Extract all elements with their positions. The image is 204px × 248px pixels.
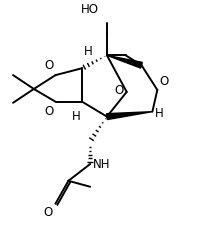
Text: H: H	[72, 110, 80, 123]
Text: O: O	[43, 206, 53, 218]
Text: H: H	[155, 107, 164, 120]
Polygon shape	[107, 55, 142, 68]
Text: NH: NH	[93, 157, 111, 171]
Text: O: O	[159, 75, 169, 88]
Polygon shape	[107, 112, 152, 120]
Text: O: O	[114, 84, 124, 97]
Text: O: O	[44, 59, 54, 72]
Text: O: O	[44, 105, 54, 118]
Text: H: H	[84, 45, 93, 58]
Text: HO: HO	[81, 3, 99, 16]
